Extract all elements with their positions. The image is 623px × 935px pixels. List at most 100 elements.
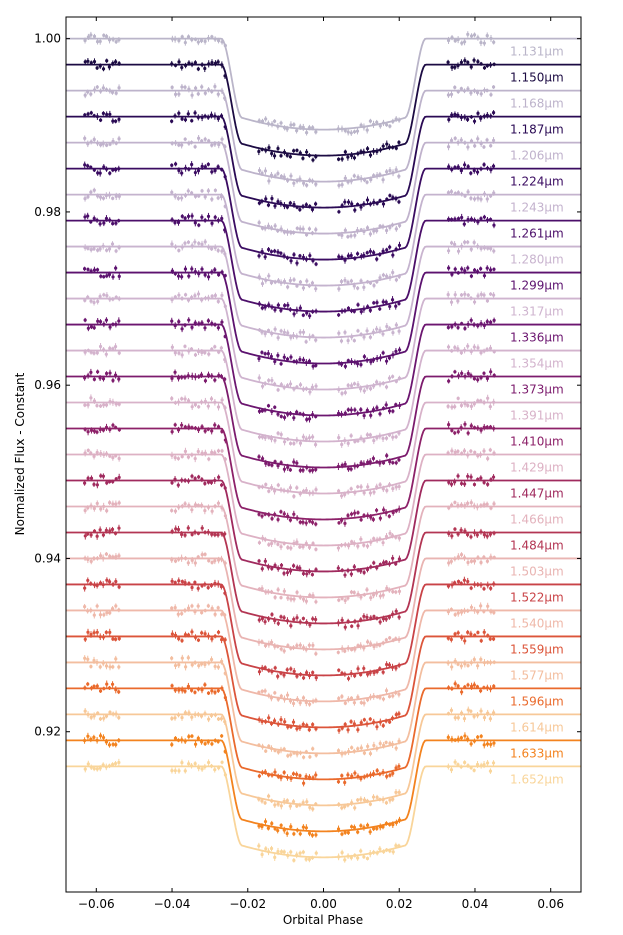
- data-point: [336, 749, 341, 753]
- data-point: [291, 333, 296, 338]
- data-point: [276, 697, 280, 701]
- data-points: [83, 524, 496, 631]
- data-point: [196, 736, 200, 740]
- data-point: [350, 335, 354, 339]
- data-point: [459, 503, 464, 507]
- data-point: [86, 609, 90, 613]
- data-point: [193, 294, 197, 298]
- data-point: [456, 299, 460, 303]
- data-point: [223, 591, 227, 595]
- data-point: [173, 351, 177, 355]
- data-point: [352, 825, 357, 830]
- data-point: [186, 240, 191, 244]
- data-point: [314, 228, 318, 232]
- data-point: [223, 638, 227, 642]
- data-point: [337, 696, 341, 701]
- data-point: [95, 39, 100, 44]
- data-point: [270, 821, 274, 826]
- data-point: [298, 851, 302, 855]
- data-point: [391, 590, 395, 594]
- data-point: [292, 278, 296, 282]
- data-point: [394, 323, 398, 327]
- data-point: [190, 191, 194, 195]
- data-point: [350, 774, 354, 778]
- data-point: [378, 847, 382, 851]
- data-point: [356, 152, 360, 156]
- data-point: [353, 511, 357, 515]
- data-point: [279, 329, 283, 333]
- data-point: [381, 723, 385, 728]
- data-point: [267, 693, 271, 698]
- data-point: [273, 308, 277, 312]
- data-point: [203, 742, 207, 746]
- data-point: [485, 534, 489, 538]
- data-point: [108, 454, 112, 458]
- data-point: [117, 585, 121, 589]
- data-point: [203, 508, 207, 513]
- data-point: [394, 713, 398, 717]
- data-point: [491, 164, 496, 168]
- data-point: [213, 345, 217, 349]
- data-point: [273, 770, 277, 774]
- data-point: [385, 170, 389, 174]
- data-point: [269, 354, 273, 359]
- data-point: [353, 647, 357, 651]
- data-point: [105, 293, 109, 298]
- data-point: [92, 300, 96, 305]
- data-point: [186, 298, 191, 302]
- data-point: [209, 583, 214, 588]
- data-point: [492, 40, 496, 44]
- data-point: [89, 92, 93, 96]
- data-point: [117, 351, 121, 355]
- data-point: [200, 85, 204, 89]
- data-point: [108, 665, 112, 669]
- data-point: [197, 766, 201, 770]
- data-point: [203, 399, 207, 403]
- data-point: [108, 297, 112, 301]
- data-point: [117, 608, 121, 612]
- data-point: [173, 716, 177, 720]
- data-point: [365, 226, 370, 230]
- data-point: [447, 379, 451, 383]
- data-point: [450, 349, 454, 353]
- data-point: [359, 123, 363, 127]
- data-point: [108, 89, 112, 93]
- data-point: [492, 293, 496, 297]
- data-point: [263, 666, 267, 670]
- data-point: [394, 562, 398, 566]
- data-point: [203, 552, 207, 556]
- data-point: [295, 308, 299, 312]
- data-point: [223, 406, 227, 410]
- data-point: [372, 614, 376, 619]
- data-point: [397, 348, 402, 352]
- data-point: [105, 112, 109, 117]
- data-point: [476, 454, 480, 458]
- data-point: [310, 572, 315, 577]
- data-point: [482, 114, 486, 118]
- data-point: [98, 222, 102, 226]
- data-point: [197, 272, 201, 276]
- data-point: [206, 586, 210, 590]
- data-point: [349, 279, 353, 283]
- data-point: [114, 322, 118, 326]
- data-point: [257, 201, 261, 205]
- data-point: [223, 74, 227, 78]
- data-point: [387, 356, 392, 360]
- data-point: [479, 689, 483, 693]
- data-point: [368, 308, 372, 312]
- data-point: [308, 491, 312, 495]
- data-point: [213, 84, 217, 89]
- data-point: [486, 633, 490, 638]
- data-point: [270, 122, 274, 126]
- data-point: [387, 145, 391, 149]
- data-point: [340, 647, 344, 651]
- data-point: [391, 461, 395, 465]
- data-point: [355, 129, 360, 133]
- data-point: [353, 464, 357, 468]
- data-point: [266, 794, 271, 798]
- data-point: [295, 804, 299, 808]
- data-point: [397, 329, 401, 333]
- data-point: [267, 435, 271, 440]
- data-point: [460, 635, 464, 640]
- series-group: [66, 551, 581, 657]
